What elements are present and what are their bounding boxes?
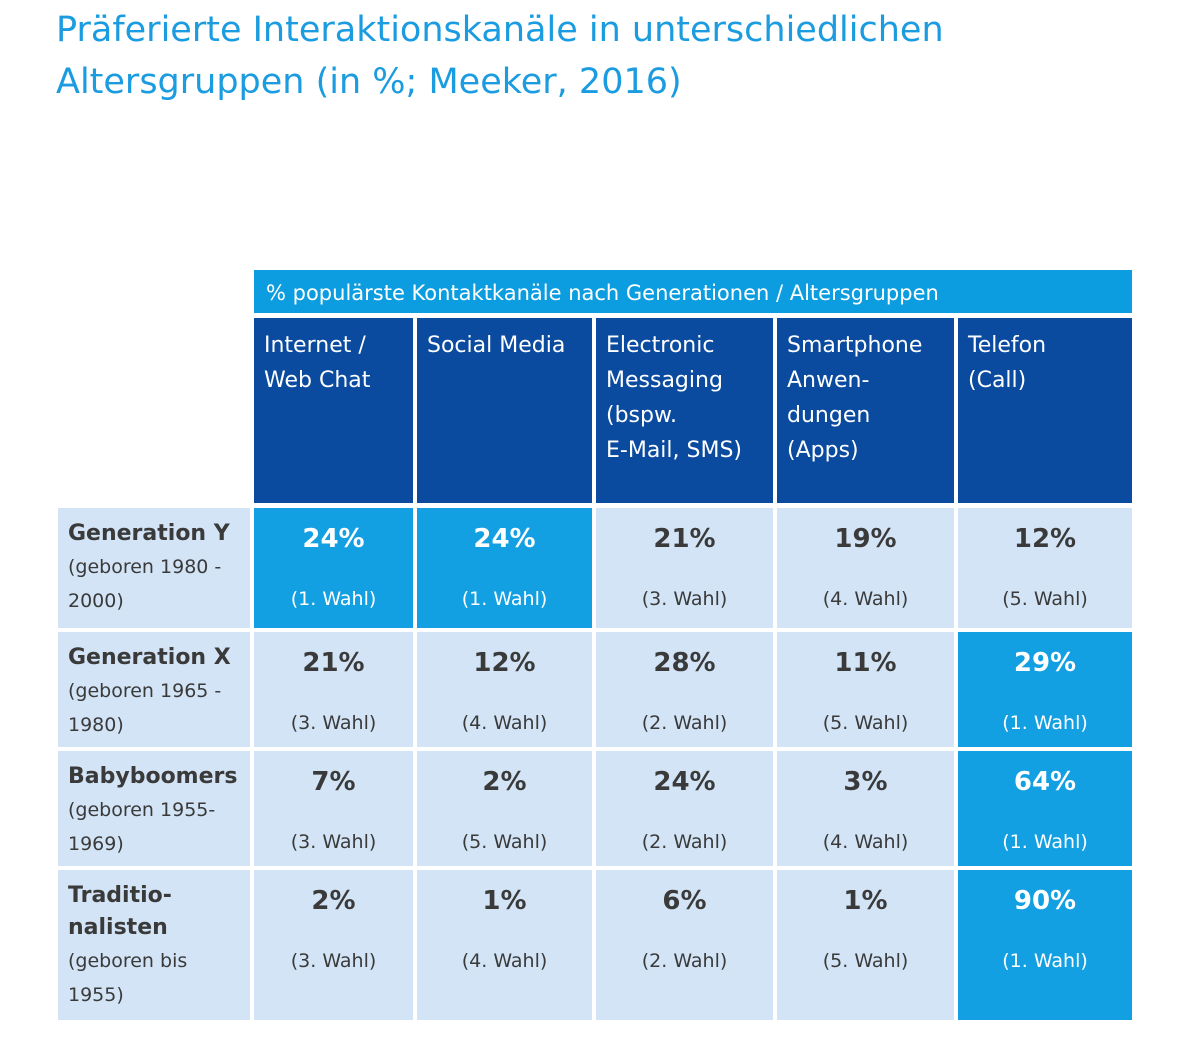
table-header: % populärste Kontaktkanäle nach Generati…	[254, 270, 1132, 313]
cell-rank: (5. Wahl)	[1002, 588, 1088, 610]
row-header: Generation Y (geboren 1980 - 2000)	[58, 508, 250, 628]
cell-value: 21%	[653, 524, 716, 554]
row-born: (geboren 1965 -	[68, 680, 222, 702]
table-cell: 12% (4. Wahl)	[417, 632, 592, 747]
cell-rank: (2. Wahl)	[641, 831, 728, 853]
cell-rank: (4. Wahl)	[461, 712, 548, 734]
column-header-line: Web Chat	[264, 368, 371, 393]
table-cell: 12% (5. Wahl)	[958, 508, 1132, 628]
table-cell: 7% (3. Wahl)	[254, 751, 413, 866]
column-header-line: Electronic	[606, 333, 715, 358]
cell-rank: (4. Wahl)	[461, 950, 548, 972]
cell-rank: (4. Wahl)	[822, 831, 909, 853]
row-name: Traditio-	[68, 883, 172, 908]
column-header-line: E-Mail, SMS)	[606, 438, 743, 463]
column-header-line: Smartphone	[787, 333, 923, 358]
table-cell: 64% (1. Wahl)	[958, 751, 1132, 866]
cell-rank: (1. Wahl)	[1002, 712, 1088, 734]
column-header-line: (Call)	[968, 368, 1027, 393]
cell-rank: (1. Wahl)	[1002, 950, 1088, 972]
cell-rank: (2. Wahl)	[641, 950, 728, 972]
table-cell: 24% (1. Wahl)	[417, 508, 592, 628]
table-cell: 24% (2. Wahl)	[596, 751, 773, 866]
cell-rank: (3. Wahl)	[290, 712, 377, 734]
cell-value: 1%	[843, 886, 888, 916]
row-born: (geboren 1955-	[68, 799, 216, 821]
table-cell: 2% (3. Wahl)	[254, 870, 413, 1020]
column-header: Smartphone Anwen-dungen (Apps)	[777, 318, 954, 503]
cell-value: 12%	[1013, 524, 1077, 554]
row-header: Traditio-nalisten (geboren bis 1955)	[58, 870, 250, 1020]
table-cell: 24% (1. Wahl)	[254, 508, 413, 628]
column-header-line: Telefon	[968, 333, 1047, 358]
column-header: Telefon (Call)	[958, 318, 1132, 503]
column-header-line: Messaging	[606, 368, 723, 393]
cell-value: 3%	[843, 767, 888, 797]
row-name: nalisten	[68, 915, 168, 940]
table-cell: 2% (5. Wahl)	[417, 751, 592, 866]
table-cell: 19% (4. Wahl)	[777, 508, 954, 628]
row-born: 2000)	[68, 590, 124, 612]
row-born: (geboren bis	[68, 950, 188, 972]
cell-value: 1%	[482, 886, 527, 916]
column-header-line: (bspw.	[606, 403, 677, 428]
table-cell: 21% (3. Wahl)	[254, 632, 413, 747]
row-born: (geboren 1980 -	[68, 556, 222, 578]
cell-rank: (1. Wahl)	[461, 588, 548, 610]
cell-value: 19%	[834, 524, 897, 554]
title-line: Präferierte Interaktionskanäle in unters…	[56, 10, 944, 50]
cell-value: 12%	[473, 648, 536, 678]
title-line: Altersgruppen (in %; Meeker, 2016)	[56, 62, 682, 102]
column-header: Internet / Web Chat	[254, 318, 413, 503]
table-cell: 11% (5. Wahl)	[777, 632, 954, 747]
cell-rank: (4. Wahl)	[822, 588, 909, 610]
cell-value: 2%	[482, 767, 527, 797]
cell-value: 24%	[473, 524, 536, 554]
table-cell: 29% (1. Wahl)	[958, 632, 1132, 747]
column-header-line: Internet /	[264, 333, 366, 358]
cell-value: 2%	[311, 886, 356, 916]
table-cell: 6% (2. Wahl)	[596, 870, 773, 1020]
cell-rank: (5. Wahl)	[822, 712, 909, 734]
cell-rank: (1. Wahl)	[1002, 831, 1088, 853]
cell-value: 29%	[1013, 648, 1077, 678]
cell-rank: (3. Wahl)	[290, 950, 377, 972]
row-born: 1980)	[68, 714, 124, 736]
cell-value: 24%	[302, 524, 365, 554]
column-header: Electronic Messaging (bspw. E-Mail, SMS)	[596, 318, 773, 503]
row-name: Generation X	[68, 645, 231, 670]
column-header-line: (Apps)	[787, 438, 859, 463]
row-born: 1969)	[68, 833, 124, 855]
cell-value: 90%	[1013, 886, 1077, 916]
row-header: Generation X (geboren 1965 - 1980)	[58, 632, 250, 747]
row-name: Generation Y	[68, 521, 230, 546]
table-cell: 90% (1. Wahl)	[958, 870, 1132, 1020]
table-cell: 1% (5. Wahl)	[777, 870, 954, 1020]
cell-rank: (2. Wahl)	[641, 712, 728, 734]
cell-value: 7%	[311, 767, 356, 797]
column-header: Social Media	[417, 318, 592, 503]
row-born: 1955)	[68, 984, 124, 1006]
cell-value: 24%	[653, 767, 716, 797]
cell-value: 28%	[653, 648, 716, 678]
row-header: Babyboomers (geboren 1955- 1969)	[58, 751, 250, 866]
cell-value: 6%	[662, 886, 707, 916]
table-cell: 3% (4. Wahl)	[777, 751, 954, 866]
cell-rank: (5. Wahl)	[461, 831, 548, 853]
column-header-line: Social Media	[427, 333, 566, 358]
row-name: Babyboomers	[68, 764, 238, 789]
cell-rank: (1. Wahl)	[290, 588, 377, 610]
cell-value: 64%	[1013, 767, 1077, 797]
cell-rank: (5. Wahl)	[822, 950, 909, 972]
cell-value: 21%	[302, 648, 365, 678]
column-header-line: dungen	[787, 403, 871, 428]
cell-rank: (3. Wahl)	[290, 831, 377, 853]
table-cell: 1% (4. Wahl)	[417, 870, 592, 1020]
column-header-line: Anwen-	[787, 368, 870, 393]
table-cell: 28% (2. Wahl)	[596, 632, 773, 747]
table-cell: 21% (3. Wahl)	[596, 508, 773, 628]
cell-rank: (3. Wahl)	[641, 588, 728, 610]
cell-value: 11%	[834, 648, 897, 678]
